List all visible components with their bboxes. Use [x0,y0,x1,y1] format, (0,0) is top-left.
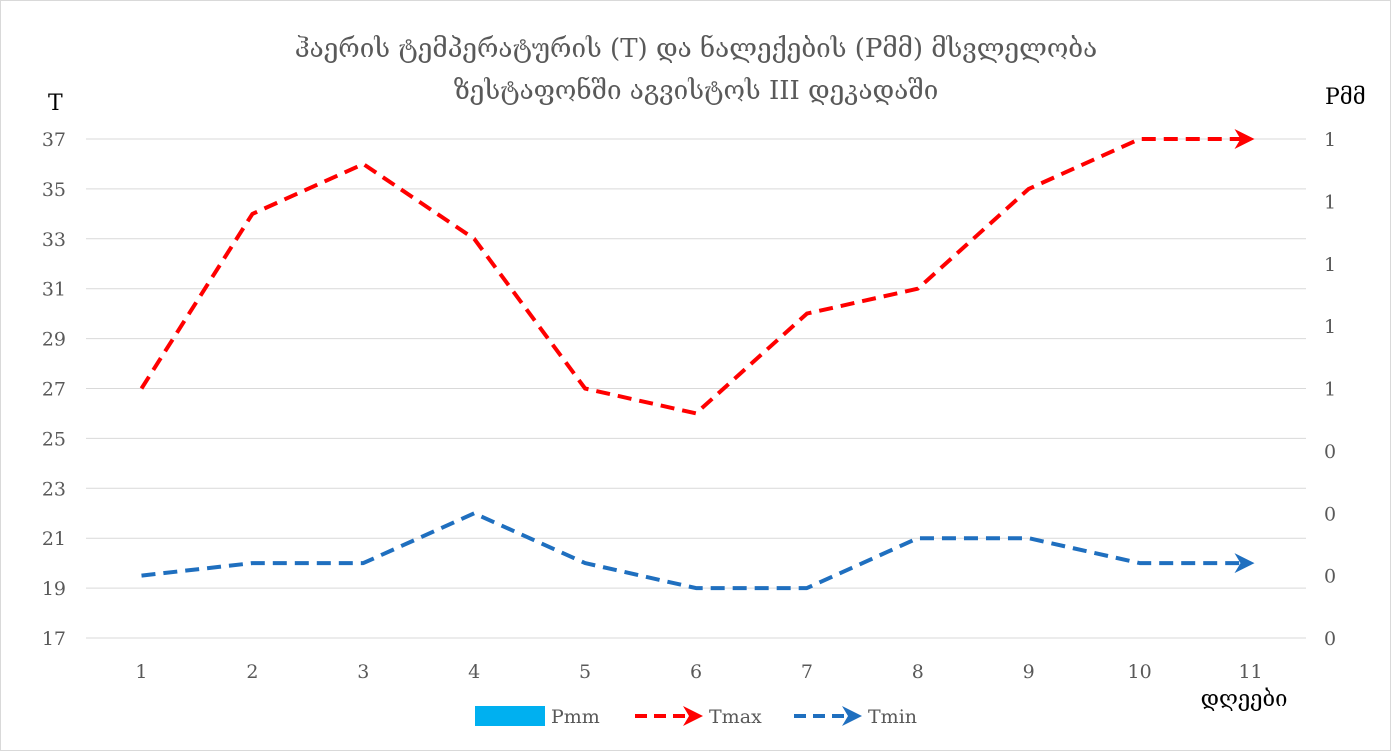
data-point-tmin [250,561,254,565]
data-point-tmin [1249,561,1253,565]
data-point-tmax [250,212,254,216]
y-axis-right-ticks: 0 0 0 0 1 1 1 1 1 [1324,129,1336,650]
data-point-tmin [361,561,365,565]
data-point-tmax [361,162,365,166]
y-tick-label: 33 [42,229,66,251]
data-point-tmin [139,574,143,578]
x-tick-label: 6 [690,661,702,683]
legend-swatch-pmm [475,706,545,726]
y2-tick-label: 1 [1324,316,1336,338]
data-point-tmin [694,586,698,590]
x-tick-label: 4 [468,661,480,683]
x-tick-label: 5 [579,661,591,683]
data-point-tmax [583,387,587,391]
chart-title: ჰაერის ტემპერატურის (T) და ნალექების (Pმ… [295,34,1097,64]
y-axis-right-label: Pმმ [1325,85,1366,110]
data-point-tmin [583,561,587,565]
data-point-tmax [1249,137,1253,141]
y-axis-left-label: T [48,91,63,116]
y-tick-label: 37 [42,129,66,151]
y2-tick-label: 1 [1324,379,1336,401]
x-tick-label: 11 [1238,661,1262,683]
x-axis-ticks: 1 2 3 4 5 6 7 8 9 10 11 [135,661,1262,683]
data-point-tmax [805,312,809,316]
y2-tick-label: 1 [1324,254,1336,276]
legend: Pmm Tmax Tmin [475,706,917,728]
data-point-tmin [1027,536,1031,540]
x-tick-label: 1 [135,661,147,683]
y-tick-label: 23 [42,478,66,500]
data-point-tmin [1138,561,1142,565]
y-tick-label: 21 [42,528,66,550]
y2-tick-label: 0 [1324,503,1336,525]
x-tick-label: 10 [1128,661,1152,683]
x-tick-label: 7 [801,661,813,683]
y-tick-label: 17 [42,628,66,650]
y-tick-label: 29 [42,329,66,351]
y-tick-label: 35 [42,179,66,201]
x-tick-label: 9 [1023,661,1035,683]
y-tick-label: 19 [42,578,66,600]
y2-tick-label: 0 [1324,441,1336,463]
data-point-tmax [1138,137,1142,141]
y2-tick-label: 0 [1324,566,1336,588]
data-point-tmax [694,411,698,415]
y2-tick-label: 0 [1324,628,1336,650]
x-tick-label: 3 [357,661,369,683]
data-point-tmin [805,586,809,590]
data-point-tmax [139,387,143,391]
data-point-tmin [472,511,476,515]
y-tick-label: 31 [42,279,66,301]
y-tick-label: 25 [42,428,66,450]
legend-label-tmax: Tmax [709,706,762,728]
y2-tick-label: 1 [1324,129,1336,151]
series-line-tmax [139,129,1255,416]
data-point-tmax [916,287,920,291]
series-layer [139,129,1255,591]
grid [86,138,1306,639]
x-tick-label: 8 [912,661,924,683]
x-tick-label: 2 [246,661,258,683]
chart-subtitle: ზესტაფონში აგვისტოს III დეკადაში [454,76,939,106]
data-point-tmin [916,536,920,540]
data-point-tmax [1027,187,1031,191]
series-line-tmin [141,511,1255,591]
x-axis-label: დღეები [1201,687,1288,712]
y-tick-label: 27 [42,379,66,401]
legend-label-tmin: Tmin [868,706,917,728]
legend-label-pmm: Pmm [551,706,600,728]
y-axis-left-ticks: 17 19 21 23 25 27 29 31 33 35 37 [42,129,66,650]
y2-tick-label: 1 [1324,191,1336,213]
data-point-tmax [472,237,476,241]
